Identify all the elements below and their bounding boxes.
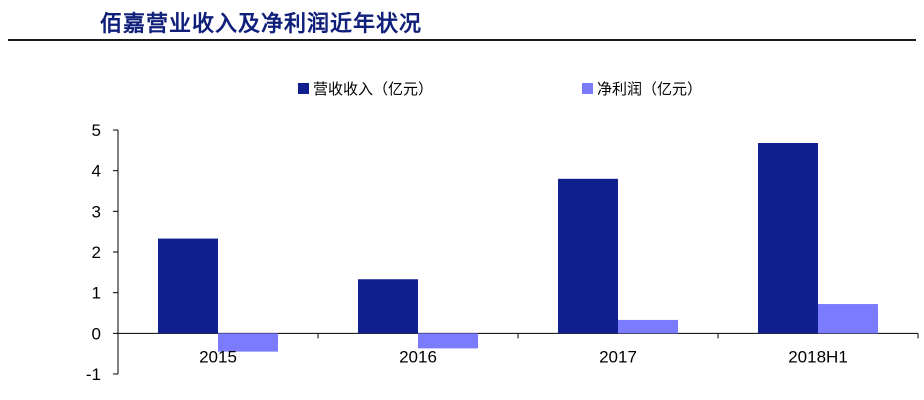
y-tick-label: 1	[92, 284, 101, 303]
page-title: 佰嘉营业收入及净利润近年状况	[100, 11, 423, 37]
legend-label-profit: 净利润（亿元）	[597, 81, 702, 98]
y-tick-label: 2	[92, 243, 101, 262]
bar-profit-2016	[418, 333, 478, 349]
legend-swatch-revenue	[298, 83, 309, 94]
chart-bars	[158, 143, 878, 352]
bar-revenue-2016	[358, 279, 418, 334]
report-header: 佰嘉营业收入及净利润近年状况	[0, 0, 924, 41]
title-divider	[8, 39, 916, 41]
bar-revenue-2015	[158, 238, 218, 334]
chart-tick-labels: -1 0 1 2 3 4 5 2015 2016 2017 2018H1	[86, 121, 848, 384]
x-tick-label: 2016	[399, 347, 437, 366]
bar-profit-2015	[218, 333, 278, 352]
y-tick-label: -1	[86, 365, 101, 384]
bar-profit-2018H1	[818, 304, 878, 334]
x-tick-label: 2017	[599, 347, 637, 366]
legend-label-revenue: 营收收入（亿元）	[313, 81, 433, 98]
chart-legend: 营收收入（亿元） 净利润（亿元）	[298, 81, 702, 98]
y-tick-label: 3	[92, 202, 101, 221]
legend-swatch-profit	[582, 83, 593, 94]
y-tick-label: 4	[92, 162, 101, 181]
bar-profit-2017	[618, 319, 678, 334]
y-tick-label: 5	[92, 121, 101, 140]
y-tick-label: 0	[92, 324, 101, 343]
x-tick-label: 2015	[199, 347, 237, 366]
x-tick-label: 2018H1	[788, 347, 848, 366]
bar-revenue-2017	[558, 178, 618, 334]
bar-revenue-2018H1	[758, 143, 818, 334]
